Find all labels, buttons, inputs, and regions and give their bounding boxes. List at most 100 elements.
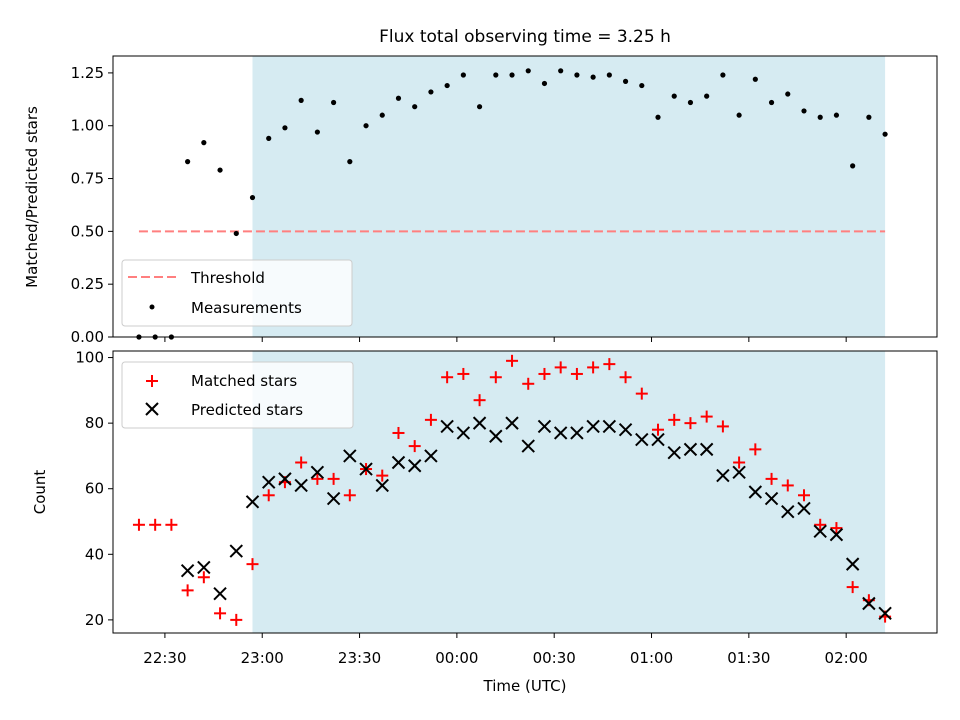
bottom-legend-box [121, 361, 354, 429]
measurement-point [444, 82, 450, 89]
predicted-star-point [602, 419, 617, 434]
matched-star-point [230, 613, 243, 626]
bottom-plot-frame [112, 350, 938, 634]
matched-star-point [733, 456, 746, 469]
bottom-x-tick-label: 00:00 [435, 649, 478, 667]
measurement-point [736, 112, 742, 118]
top-y-axis-label: Matched/Predicted stars [23, 106, 41, 288]
top-plot-frame [112, 55, 938, 338]
top-legend-box [121, 259, 353, 327]
bottom-x-tick-label: 01:00 [630, 649, 673, 667]
top-x-ticks [164, 337, 847, 342]
matched-star-point [262, 489, 275, 502]
measurement-point [460, 72, 466, 78]
measurement-point [395, 95, 402, 101]
matched-star-point [441, 371, 454, 384]
measurement-point [833, 112, 840, 118]
top-y-axis: 0.00 0.25 0.50 0.75 1.00 1.25 [71, 64, 113, 346]
matched-star-point [327, 472, 340, 485]
measurement-point [330, 99, 337, 106]
legend-measurements-swatch [149, 304, 155, 310]
predicted-star-point [764, 491, 779, 506]
bottom-x-axis: 22:30 23:00 23:30 00:00 00:30 01:00 01:30 02:00 [143, 633, 868, 667]
measurement-point [882, 131, 888, 137]
measurement-point [493, 72, 499, 78]
measurement-point [298, 97, 304, 103]
matched-star-point [181, 584, 194, 597]
bottom-x-tick-label: 23:00 [241, 649, 284, 667]
matched-star-point [489, 371, 502, 384]
measurement-point [671, 93, 677, 99]
measurement-point [558, 68, 564, 74]
predicted-star-point [862, 596, 876, 611]
measurement-point [704, 93, 710, 99]
matched-star-point [197, 571, 210, 584]
matched-star-point [132, 518, 145, 531]
predicted-star-point [683, 442, 698, 457]
measurement-point [412, 104, 418, 110]
matched-star-point [506, 354, 519, 367]
matched-star-point [246, 558, 259, 571]
matched-star-point [522, 377, 535, 390]
legend-measurements-label: Measurements [191, 299, 302, 317]
measurement-point [185, 159, 191, 165]
matched-star-point [797, 489, 810, 502]
measurement-point [590, 74, 596, 80]
matched-star-point [554, 361, 567, 374]
bottom-x-tick-label: 01:30 [727, 649, 770, 667]
measurement-point [217, 167, 223, 173]
predicted-star-point [180, 563, 195, 578]
matched-star-point [814, 518, 827, 531]
top-y-tick-label: 0.75 [71, 170, 104, 188]
predicted-star-point [748, 485, 763, 499]
predicted-star-point [570, 426, 584, 440]
measurement-point [606, 72, 612, 78]
predicted-star-point [375, 478, 389, 493]
measurement-point [541, 80, 548, 87]
bottom-x-tick-label: 02:00 [825, 649, 868, 667]
predicted-star-point [781, 504, 795, 519]
measurement-point [817, 114, 823, 120]
matched-star-point [311, 472, 324, 485]
bottom-x-tick-label: 23:30 [338, 649, 381, 667]
predicted-star-point [586, 419, 600, 434]
top-y-tick-label: 0.25 [71, 275, 104, 293]
predicted-star-point [667, 445, 681, 460]
legend-threshold-label: Threshold [190, 269, 265, 287]
predicted-star-point [505, 416, 519, 430]
legend-matched-swatch [146, 375, 158, 387]
predicted-star-point [489, 429, 503, 443]
top-y-tick-label: 0.00 [71, 328, 104, 346]
predicted-star-point [618, 422, 633, 437]
matched-star-point [165, 518, 178, 531]
predicted-star-point [651, 432, 665, 447]
predicted-star-point [878, 606, 892, 621]
top-panel: 0.00 0.25 0.50 0.75 1.00 1.25 Matched/Predict… [23, 55, 938, 346]
predicted-star-point [829, 527, 844, 542]
measurement-point [574, 72, 580, 78]
matched-star-point [749, 443, 762, 456]
matched-star-point [295, 456, 308, 469]
top-legend: Threshold Measurements [121, 259, 353, 327]
measurement-point [768, 99, 775, 106]
measurement-point [785, 91, 791, 97]
predicted-star-point [407, 459, 422, 473]
bottom-legend: Matched stars Predicted stars [121, 361, 354, 429]
measurement-point [687, 99, 694, 106]
matched-star-point [603, 358, 616, 371]
bottom-observing-window [252, 351, 886, 633]
matched-star-point [668, 413, 681, 426]
measurement-point [282, 125, 288, 131]
matched-star-point [149, 518, 162, 531]
predicted-star-point [635, 432, 649, 447]
matched-star-point [343, 489, 356, 502]
measurement-point [363, 123, 369, 129]
bottom-y-axis: 20 40 60 80 100 [75, 349, 113, 629]
bottom-panel: 20 40 60 80 100 22:30 23:00 23:30 00:00 00:30 01:… [31, 349, 938, 695]
measurement-point [476, 104, 483, 110]
top-y-tick-label: 1.25 [71, 64, 104, 82]
matched-star-point [457, 367, 470, 380]
matched-star-point [538, 367, 551, 380]
measurement-point [233, 230, 239, 237]
